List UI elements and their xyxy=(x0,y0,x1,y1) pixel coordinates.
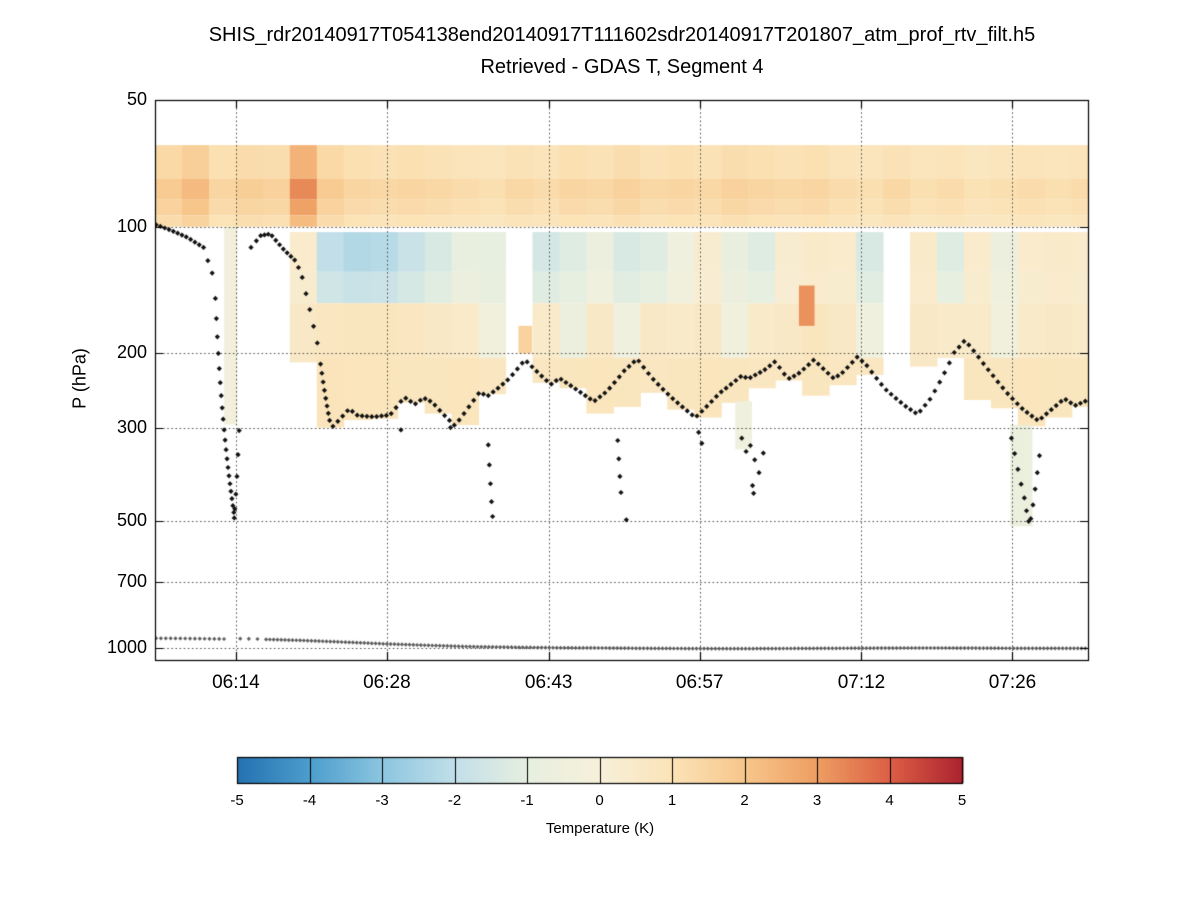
x-tick-label: 06:28 xyxy=(363,672,411,693)
colorbar-tick-label: -2 xyxy=(447,792,462,809)
x-tick-label: 07:26 xyxy=(988,672,1037,693)
y-tick-label: 300 xyxy=(116,416,147,437)
colorbar-tick-label: 2 xyxy=(740,792,749,809)
colorbar-tick-label: -5 xyxy=(230,792,244,809)
x-tick-label: 06:57 xyxy=(675,672,724,693)
colorbar-label: Temperature (K) xyxy=(545,820,655,837)
y-tick-label: 1000 xyxy=(106,636,147,657)
y-tick-label: 500 xyxy=(116,509,147,530)
colorbar-tick-label: -1 xyxy=(520,792,534,809)
colorbar-tick-label: 3 xyxy=(812,792,822,809)
colorbar-tick-label: 0 xyxy=(595,792,604,809)
colorbar-tick-label: 1 xyxy=(667,792,677,809)
y-tick-label: 200 xyxy=(116,342,147,363)
x-tick-label: 06:43 xyxy=(524,672,573,693)
x-tick-label: 06:14 xyxy=(212,672,260,693)
y-tick-label: 700 xyxy=(116,571,147,592)
figure-title: SHIS_rdr20140917T054138end20140917T11160… xyxy=(208,24,1036,46)
x-tick-label: 07:12 xyxy=(837,672,886,693)
colorbar-tick-label: -4 xyxy=(302,792,317,809)
figure-subtitle: Retrieved - GDAS T, Segment 4 xyxy=(480,56,764,78)
colorbar-tick-label: 5 xyxy=(957,792,967,809)
y-tick-label: 50 xyxy=(126,89,147,109)
colorbar-tick-label: 4 xyxy=(885,792,894,809)
y-tick-label: 100 xyxy=(116,215,147,236)
colorbar-tick-label: -3 xyxy=(375,792,389,809)
